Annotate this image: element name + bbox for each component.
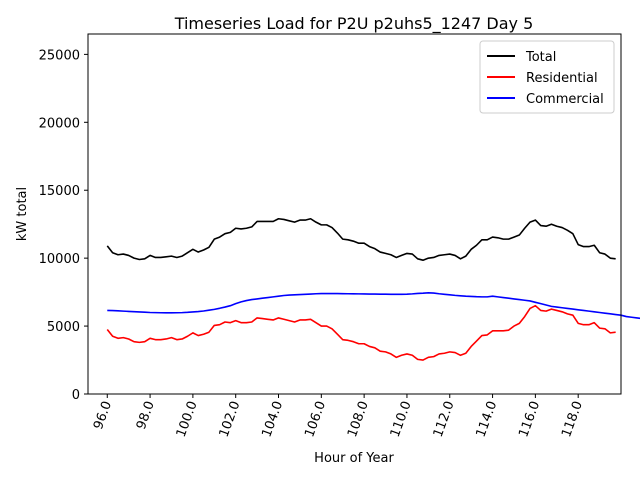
series-line-commercial — [107, 291, 640, 320]
y-tick-label: 20000 — [39, 116, 80, 131]
x-tick-label: 108.0 — [345, 399, 372, 439]
legend-box — [479, 40, 615, 114]
x-tick-label: 104.0 — [259, 399, 286, 439]
y-tick-label: 25000 — [39, 48, 80, 63]
x-tick-label: 100.0 — [174, 399, 201, 439]
x-tick-label: 116.0 — [516, 399, 543, 439]
series-layer — [106, 217, 640, 361]
y-tick-label: 10000 — [39, 252, 80, 267]
legend: Total Residential Commercial — [479, 40, 615, 114]
y-axis-label: kW total — [15, 187, 30, 241]
x-tick-label: 98.0 — [134, 399, 158, 431]
y-tick-label: 15000 — [39, 184, 80, 199]
x-tick-label: 96.0 — [91, 399, 115, 431]
series-line-residential — [106, 304, 616, 361]
legend-label-commercial: Commercial — [526, 92, 604, 107]
y-tick-label: 0 — [72, 388, 80, 403]
chart-title: Timeseries Load for P2U p2uhs5_1247 Day … — [174, 14, 534, 34]
x-tick-label: 114.0 — [474, 399, 501, 439]
plot-frame — [87, 33, 622, 395]
x-tick-label: 102.0 — [217, 399, 244, 439]
x-axis-ticks: 96.0 98.0 100.0 102.0 104.0 106.0 108.0 110.0 11… — [91, 394, 586, 439]
series-line-total — [106, 217, 616, 261]
x-tick-label: 110.0 — [388, 399, 415, 439]
legend-label-residential: Residential — [526, 71, 598, 86]
x-tick-label: 112.0 — [431, 399, 458, 439]
y-tick-label: 5000 — [47, 320, 80, 335]
x-tick-label: 118.0 — [559, 399, 586, 439]
y-axis-ticks: 0 5000 10000 15000 20000 25000 — [39, 48, 88, 403]
x-tick-label: 106.0 — [302, 399, 329, 439]
x-axis-label: Hour of Year — [314, 451, 394, 466]
legend-label-total: Total — [525, 50, 556, 65]
